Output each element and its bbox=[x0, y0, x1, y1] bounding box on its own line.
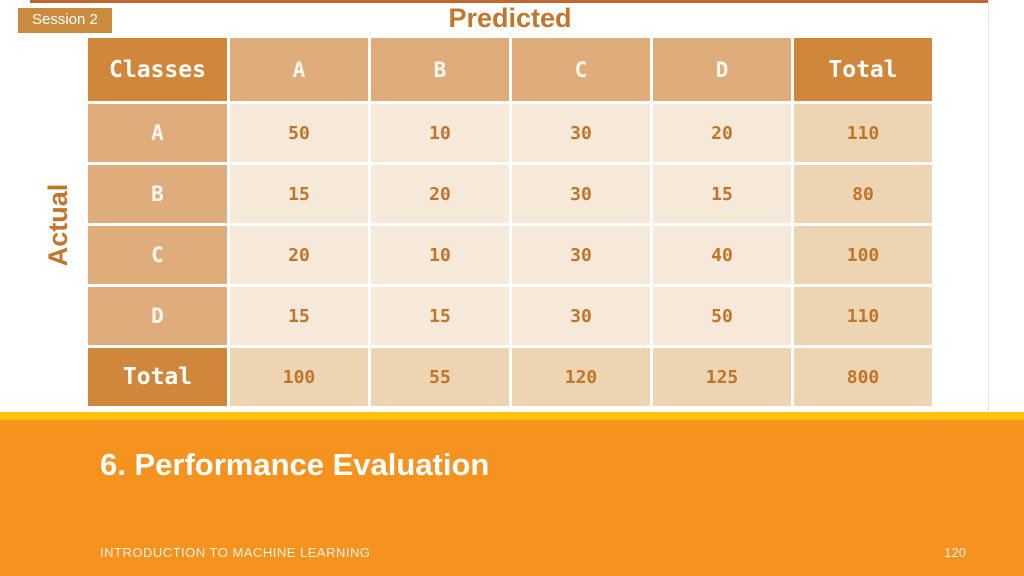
table-cell: 50 bbox=[230, 104, 368, 162]
bottom-banner: 6. Performance Evaluation INTRODUCTION T… bbox=[0, 420, 1024, 576]
row-header-a: A bbox=[88, 104, 227, 162]
col-total-cell: 125 bbox=[653, 348, 791, 406]
row-total-cell: 110 bbox=[794, 287, 932, 345]
table-cell: 30 bbox=[512, 287, 650, 345]
slide-title: 6. Performance Evaluation bbox=[100, 447, 490, 482]
corner-header-cell: Classes bbox=[88, 38, 227, 101]
col-total-cell: 120 bbox=[512, 348, 650, 406]
row-header-total: Total bbox=[88, 348, 227, 406]
table-cell: 30 bbox=[512, 104, 650, 162]
confusion-matrix-table: Classes A B C D Total A 50 10 30 20 110 … bbox=[88, 38, 932, 406]
course-footer: INTRODUCTION TO MACHINE LEARNING bbox=[100, 545, 371, 560]
table-cell: 10 bbox=[371, 104, 509, 162]
col-total-cell: 100 bbox=[230, 348, 368, 406]
table-cell: 20 bbox=[371, 165, 509, 223]
table-cell: 20 bbox=[653, 104, 791, 162]
table-cell: 15 bbox=[230, 165, 368, 223]
grand-total-cell: 800 bbox=[794, 348, 932, 406]
session-badge: Session 2 bbox=[18, 8, 112, 33]
table-cell: 30 bbox=[512, 165, 650, 223]
page-number: 120 bbox=[944, 545, 966, 560]
yellow-accent-strip bbox=[0, 412, 1024, 420]
col-header-c: C bbox=[512, 38, 650, 101]
table-cell: 10 bbox=[371, 226, 509, 284]
row-total-cell: 110 bbox=[794, 104, 932, 162]
table-cell: 20 bbox=[230, 226, 368, 284]
predicted-axis-label: Predicted bbox=[448, 3, 572, 33]
col-header-b: B bbox=[371, 38, 509, 101]
table-cell: 50 bbox=[653, 287, 791, 345]
row-header-b: B bbox=[88, 165, 227, 223]
table-cell: 15 bbox=[230, 287, 368, 345]
row-header-d: D bbox=[88, 287, 227, 345]
row-total-cell: 100 bbox=[794, 226, 932, 284]
slide-right-border bbox=[988, 0, 989, 412]
col-header-d: D bbox=[653, 38, 791, 101]
table-cell: 30 bbox=[512, 226, 650, 284]
actual-axis-label: Actual bbox=[43, 183, 73, 267]
table-cell: 15 bbox=[653, 165, 791, 223]
col-header-a: A bbox=[230, 38, 368, 101]
table-cell: 40 bbox=[653, 226, 791, 284]
slide-top-accent-line bbox=[30, 0, 988, 3]
row-header-c: C bbox=[88, 226, 227, 284]
col-header-total: Total bbox=[794, 38, 932, 101]
row-total-cell: 80 bbox=[794, 165, 932, 223]
table-cell: 15 bbox=[371, 287, 509, 345]
col-total-cell: 55 bbox=[371, 348, 509, 406]
